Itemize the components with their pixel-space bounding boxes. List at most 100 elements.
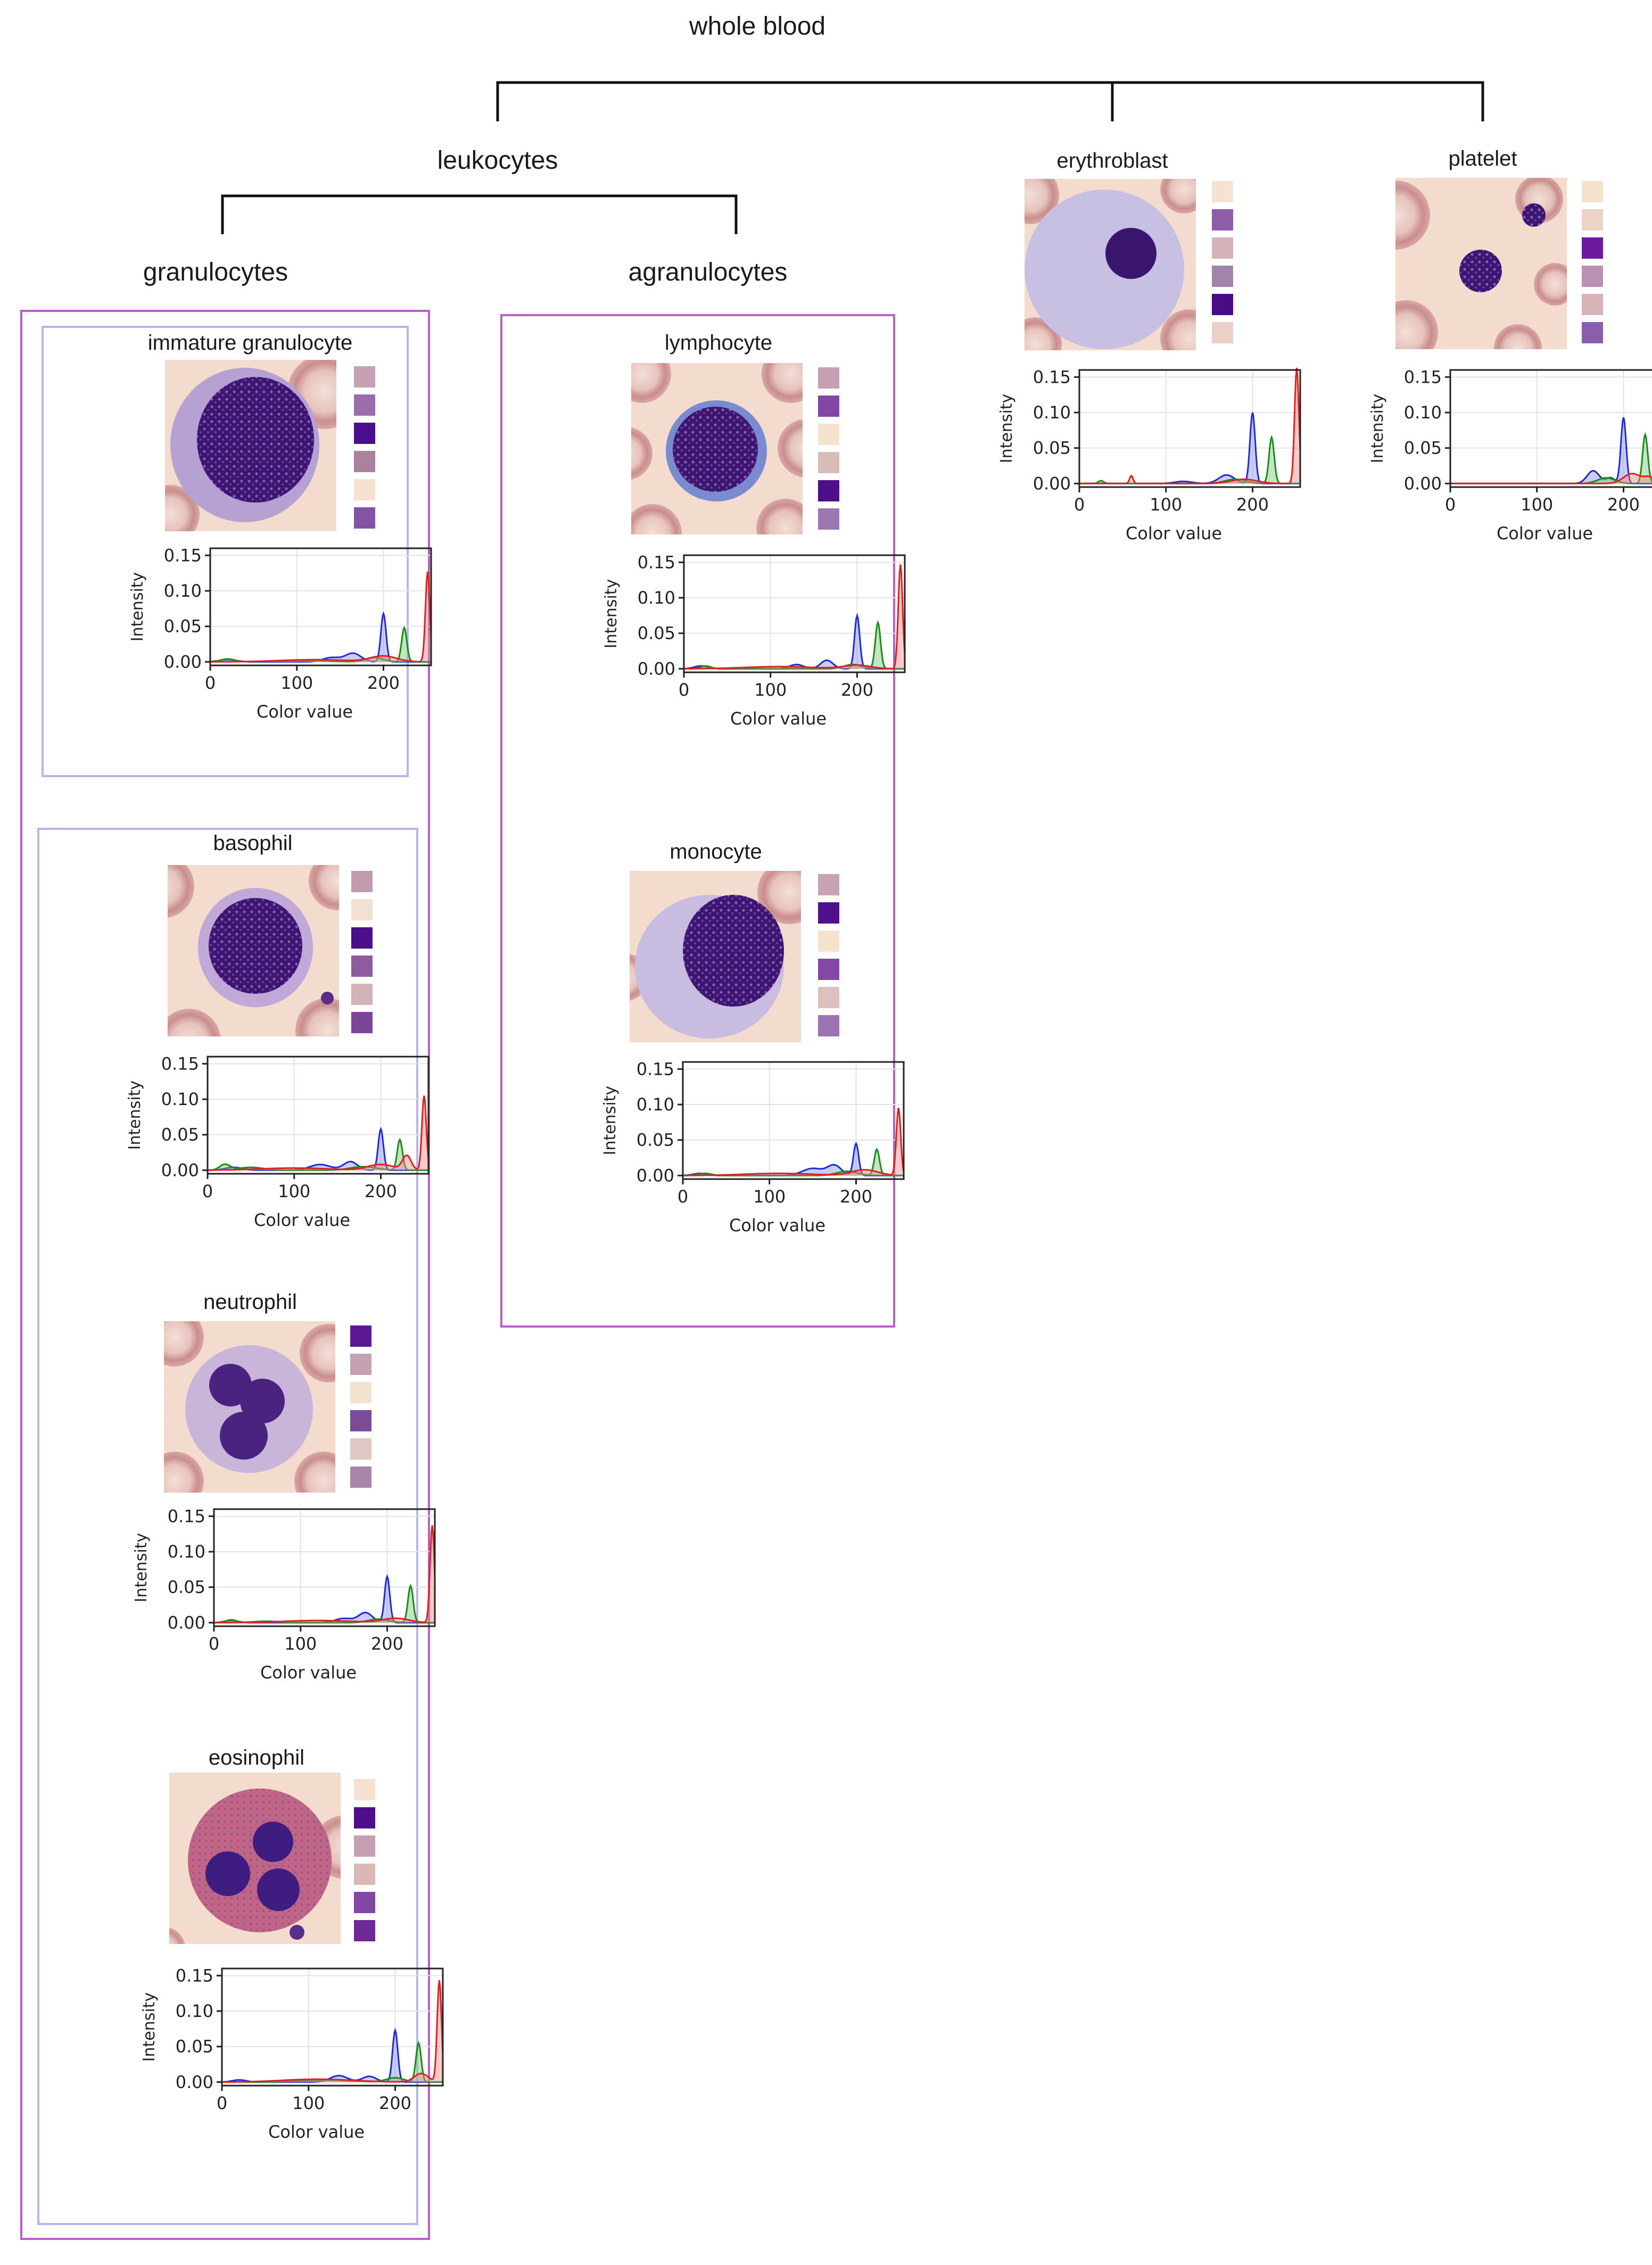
color-swatch — [818, 508, 839, 530]
series-line-blue — [221, 2027, 443, 2083]
x-axis-label: Color value — [1126, 523, 1222, 543]
color-swatch — [350, 1438, 371, 1460]
color-swatch — [1582, 322, 1603, 343]
series-fill-blue — [214, 1576, 435, 1623]
erythroblast-title: erythroblast — [1056, 149, 1168, 172]
platelet-micrograph — [1395, 178, 1567, 349]
x-tick-label: 200 — [841, 680, 873, 700]
lymphocyte-micrograph — [631, 363, 803, 534]
x-tick-label: 0 — [202, 1181, 213, 1201]
eosinophil-title: eosinophil — [208, 1746, 305, 1769]
series-fill-green — [210, 628, 431, 662]
x-axis-label: Color value — [730, 709, 827, 729]
x-tick-label: 200 — [840, 1187, 872, 1207]
lymphocyte-palette — [818, 367, 839, 537]
x-axis-label: Color value — [260, 1662, 357, 1683]
color-swatch — [354, 451, 375, 472]
x-tick-label: 100 — [284, 1634, 317, 1654]
x-axis-label: Color value — [1497, 523, 1593, 543]
basophil-histogram: 0 100 200 0.00 0.05 0.10 0.15 Color value Intens… — [126, 1053, 429, 1230]
y-tick-label: 0.15 — [638, 552, 675, 572]
mature-granulocytes-box — [37, 828, 418, 2225]
plot-frame — [221, 1967, 444, 2087]
platelet-palette — [1582, 181, 1603, 350]
x-tick-label: 200 — [1607, 495, 1640, 515]
color-swatch — [351, 927, 373, 949]
series-line-green — [222, 2040, 443, 2083]
series-fill-green — [214, 1585, 435, 1623]
x-tick-label: 100 — [280, 673, 313, 693]
series-line-blue — [213, 1574, 435, 1624]
monocyte-title: monocyte — [670, 840, 762, 863]
eosinophil-micrograph — [169, 1773, 341, 1944]
y-tick-label: 0.00 — [637, 1165, 674, 1185]
color-swatch — [1212, 322, 1233, 343]
monocyte-palette — [818, 874, 839, 1043]
platelet-title: platelet — [1448, 147, 1517, 170]
color-swatch — [1212, 237, 1233, 259]
x-tick-label: 100 — [1521, 495, 1553, 515]
y-tick-label: 0.15 — [176, 1965, 213, 1986]
y-tick-label: 0.05 — [176, 2037, 213, 2057]
granulocytes-box — [20, 310, 430, 2240]
series-fill-green — [208, 1139, 428, 1171]
immature-granulocyte-palette — [354, 366, 375, 536]
y-tick-label: 0.05 — [1404, 438, 1442, 458]
color-swatch — [1582, 266, 1603, 287]
y-axis-label: Intensity — [128, 572, 147, 642]
x-tick-label: 0 — [679, 680, 689, 700]
series-line-red — [214, 1525, 436, 1624]
series-line-green — [684, 620, 905, 670]
color-swatch — [350, 1467, 371, 1488]
y-tick-label: 0.00 — [1033, 473, 1071, 493]
y-tick-label: 0.05 — [1033, 438, 1071, 458]
color-swatch — [818, 874, 839, 895]
series-line-blue — [683, 613, 905, 670]
lymphocyte-title: lymphocyte — [664, 331, 773, 355]
y-tick-label: 0.00 — [638, 658, 675, 679]
basophil-palette — [351, 871, 373, 1040]
x-tick-label: 0 — [217, 2093, 227, 2113]
color-swatch — [351, 871, 373, 892]
color-swatch — [351, 984, 373, 1005]
y-tick-label: 0.10 — [164, 581, 202, 601]
x-tick-label: 0 — [205, 673, 216, 693]
color-swatch — [1212, 294, 1233, 315]
y-tick-label: 0.10 — [176, 2001, 213, 2021]
x-tick-label: 200 — [379, 2093, 411, 2113]
neutrophil-palette — [350, 1325, 371, 1495]
y-tick-label: 0.00 — [164, 652, 202, 672]
x-axis-label: Color value — [268, 2122, 365, 2142]
y-axis-label: Intensity — [1368, 394, 1387, 464]
color-swatch — [818, 987, 839, 1008]
color-swatch — [351, 899, 373, 920]
series-line-green — [214, 1584, 435, 1624]
y-axis-label: Intensity — [602, 579, 621, 649]
color-swatch — [818, 1015, 839, 1036]
leukocyte-branch — [221, 194, 738, 234]
root-branch — [496, 81, 1484, 121]
series-line-red — [1079, 367, 1301, 484]
neutrophil-title: neutrophil — [203, 1290, 297, 1314]
color-swatch — [818, 452, 839, 473]
y-tick-label: 0.15 — [1033, 367, 1071, 387]
x-axis-label: Color value — [729, 1215, 825, 1236]
color-swatch — [354, 1864, 375, 1885]
plot-frame — [682, 1061, 905, 1180]
y-axis-label: Intensity — [601, 1086, 620, 1156]
series-fill-red — [222, 1980, 443, 2082]
root-label: whole blood — [689, 12, 826, 40]
y-tick-label: 0.00 — [168, 1612, 205, 1633]
x-tick-label: 100 — [1150, 495, 1182, 515]
series-line-green — [207, 1138, 428, 1171]
series-line-red — [1450, 473, 1652, 484]
immature-granulocyte-title: immature granulocyte — [147, 331, 353, 355]
monocyte-micrograph — [630, 871, 801, 1042]
platelet-histogram: 0 100 200 0.00 0.05 0.10 0.15 Color value Intens… — [1368, 367, 1652, 543]
erythroblast-micrograph — [1025, 179, 1196, 350]
y-tick-label: 0.05 — [638, 623, 675, 644]
y-tick-label: 0.05 — [637, 1130, 674, 1150]
series-fill-red — [1450, 473, 1652, 484]
color-swatch — [818, 959, 839, 980]
y-tick-label: 0.10 — [1033, 402, 1071, 423]
